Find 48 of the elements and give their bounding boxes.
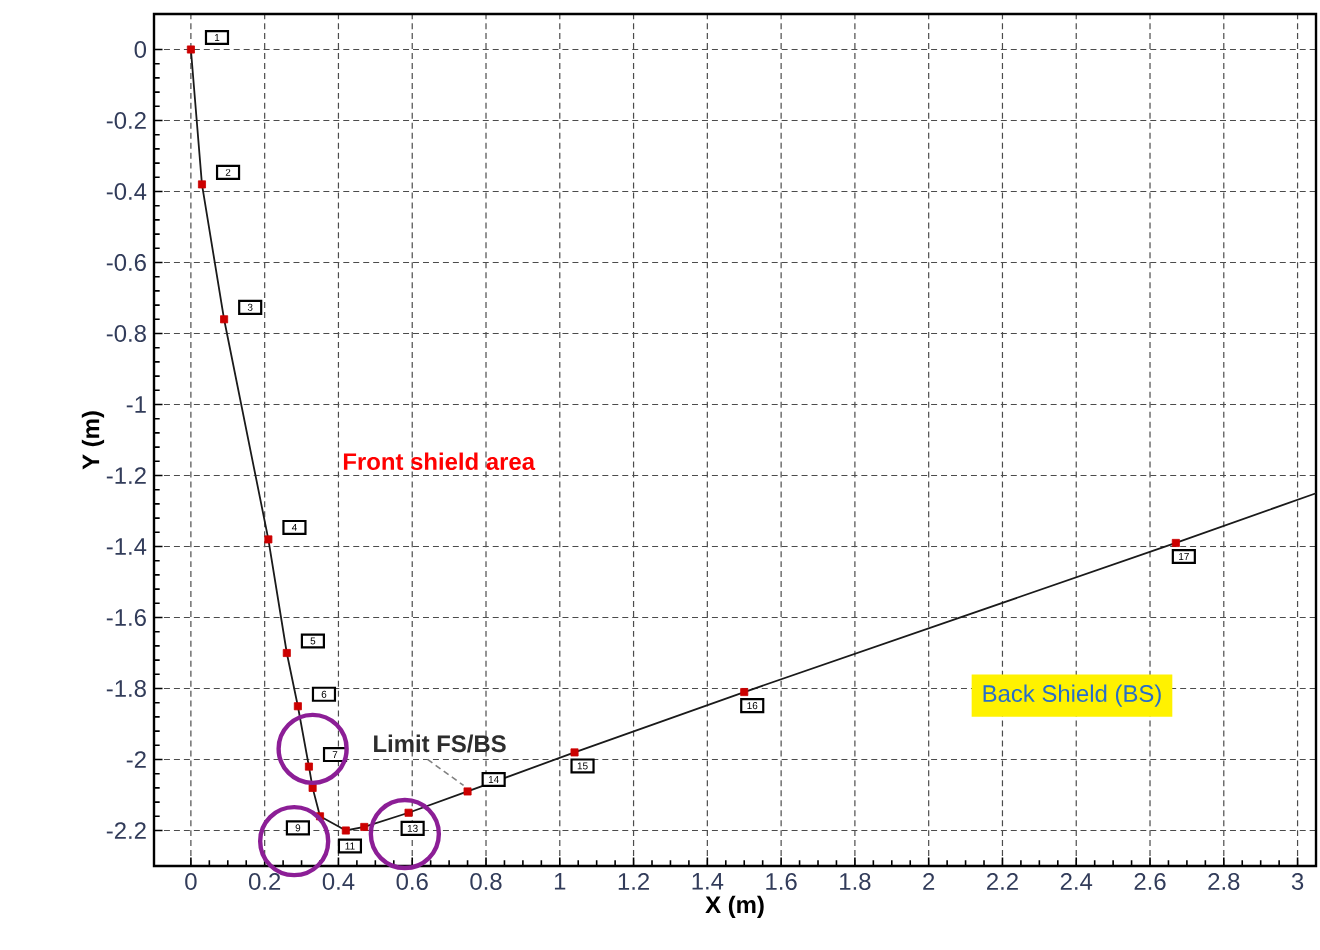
point <box>186 45 195 54</box>
x-tick-label: 0.8 <box>470 873 502 890</box>
y-tick-label: 0 <box>134 41 147 58</box>
y-tick-label: -0.4 <box>106 183 147 200</box>
x-tick-label: 1.8 <box>840 873 871 890</box>
x-tick-label: 2 <box>923 873 935 890</box>
point <box>264 535 273 544</box>
annotation: Limit FS/BS <box>374 734 506 753</box>
x-tick-label: 1.6 <box>766 873 797 890</box>
x-tick-label: 2.4 <box>1060 873 1093 890</box>
point <box>282 649 291 657</box>
y-tick-label: -1.2 <box>106 467 146 484</box>
x-tick-label: 1.4 <box>692 873 724 890</box>
x-tick-label: 2.2 <box>987 873 1018 890</box>
x-tick-label: 1.2 <box>618 873 649 890</box>
point <box>570 748 579 757</box>
point <box>304 762 313 771</box>
point <box>341 826 350 835</box>
annotation: Back Shield (BS) <box>983 684 1161 707</box>
point <box>1171 538 1180 547</box>
x-tick-label: 0.4 <box>322 873 355 890</box>
point <box>740 688 749 697</box>
point <box>463 787 472 796</box>
y-tick-label: -2.2 <box>106 822 146 839</box>
y-axis-title: Y (m) <box>81 411 105 470</box>
x-tick-label: 0.6 <box>396 873 428 890</box>
x-axis-title: X (m) <box>705 895 764 918</box>
y-tick-label: -1.4 <box>106 538 147 555</box>
x-tick-label: 3 <box>1291 873 1304 890</box>
point <box>404 808 413 817</box>
annotation: Front shield area <box>343 452 536 471</box>
x-tick-label: 2.8 <box>1208 873 1240 890</box>
y-tick-label: -0.2 <box>106 112 146 129</box>
y-tick-label: -1 <box>126 396 146 413</box>
point <box>360 822 369 831</box>
x-tick-label: 0.2 <box>248 873 281 890</box>
x-tick-label: 0 <box>185 873 197 890</box>
point <box>197 180 206 189</box>
y-tick-label: -1.8 <box>106 680 146 697</box>
point <box>293 702 302 711</box>
line-series <box>189 48 1317 832</box>
y-tick-label: -1.6 <box>106 609 146 626</box>
y-tick-label: -2 <box>126 751 146 768</box>
y-tick-label: -0.6 <box>106 254 146 271</box>
x-tick-label: 2.6 <box>1134 873 1166 890</box>
x-tick-label: 1 <box>554 873 566 890</box>
y-tick-label: -0.8 <box>106 325 146 342</box>
point <box>220 315 229 324</box>
